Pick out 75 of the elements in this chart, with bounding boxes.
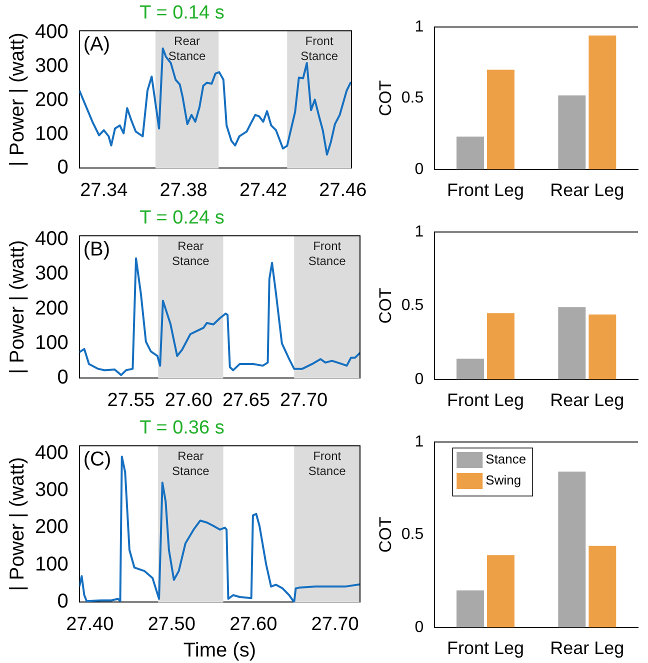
band-label: Rear Stance xyxy=(172,449,210,478)
x-tick-label: 27.70 xyxy=(280,390,328,411)
y-tick-label: 0.5 xyxy=(401,526,424,544)
bar xyxy=(558,472,586,628)
y-tick-label: 1 xyxy=(414,223,424,240)
y-tick-label: 300 xyxy=(34,479,68,501)
bar xyxy=(558,95,586,170)
x-tick-label: Front Leg xyxy=(446,390,524,410)
bar xyxy=(487,555,514,628)
x-tick-label: 27.50 xyxy=(148,614,196,635)
y-tick-label: 400 xyxy=(34,21,68,44)
y-tick-label: 400 xyxy=(34,442,68,464)
y-tick-label: 100 xyxy=(34,122,68,145)
y-tick-label: 1 xyxy=(414,18,424,36)
y-tick-label: 0.5 xyxy=(401,297,424,314)
x-tick-label: 27.70 xyxy=(311,614,359,635)
y-tick-label: 0 xyxy=(414,618,424,636)
y-axis-title: | Power | (watt) xyxy=(6,240,29,374)
y-tick-label: 100 xyxy=(34,332,68,354)
y-tick-label: 300 xyxy=(34,54,68,77)
chart-title: T = 0.36 s xyxy=(140,418,224,439)
y-tick-label: 0 xyxy=(57,590,68,613)
band-label: Rear Stance xyxy=(172,239,210,268)
band-label: Front Stance xyxy=(308,449,346,478)
annotation: (A) xyxy=(83,33,110,56)
annotation: (B) xyxy=(83,238,110,260)
y-tick-label: 400 xyxy=(34,228,68,250)
x-tick-label: Rear Leg xyxy=(550,180,624,200)
legend-label: Swing xyxy=(486,472,522,488)
x-tick-label: 27.38 xyxy=(160,180,208,201)
y-axis-title: COT xyxy=(376,80,395,116)
y-tick-label: 200 xyxy=(34,88,68,111)
y-tick-label: 0 xyxy=(57,366,68,389)
x-tick-label: 27.42 xyxy=(239,180,288,201)
y-tick-label: 1 xyxy=(414,433,424,450)
x-tick-label: Rear Leg xyxy=(550,638,624,658)
y-tick-label: 300 xyxy=(34,262,68,285)
y-axis-title: | Power | (watt) xyxy=(6,32,29,166)
band-label: Rear Stance xyxy=(168,34,206,64)
y-tick-label: 0 xyxy=(57,156,68,179)
x-tick-label: Front Leg xyxy=(446,638,524,658)
bar xyxy=(558,307,586,380)
y-tick-label: 0 xyxy=(414,160,424,178)
x-tick-label: 27.46 xyxy=(319,180,367,201)
band-label: Front Stance xyxy=(308,239,346,268)
y-tick-label: 100 xyxy=(34,553,68,576)
bar xyxy=(487,70,514,170)
x-tick-label: 27.60 xyxy=(230,614,278,635)
bar xyxy=(487,313,514,380)
y-axis-title: COT xyxy=(376,288,395,324)
legend-label: Stance xyxy=(486,452,526,467)
x-tick-label: 27.60 xyxy=(164,390,212,411)
bar xyxy=(456,358,484,380)
x-tick-label: 27.55 xyxy=(107,390,155,411)
y-tick-label: 200 xyxy=(34,297,68,320)
annotation: (C) xyxy=(83,448,112,470)
x-tick-label: Front Leg xyxy=(446,180,524,200)
bar xyxy=(456,136,484,170)
bar xyxy=(588,546,616,628)
bar xyxy=(456,590,484,628)
chart-title: T = 0.24 s xyxy=(140,208,224,229)
y-axis-title: | Power | (watt) xyxy=(6,457,29,591)
y-tick-label: 200 xyxy=(34,516,68,538)
x-tick-label: 27.34 xyxy=(80,180,128,201)
x-tick-label: 27.65 xyxy=(222,390,270,411)
bar xyxy=(588,314,616,380)
band-label: Front Stance xyxy=(300,34,338,64)
y-tick-label: 0.5 xyxy=(401,90,424,107)
x-tick-label: 27.40 xyxy=(66,614,114,635)
x-axis-title: Time (s) xyxy=(183,640,256,662)
y-axis-title: COT xyxy=(376,516,395,553)
y-tick-label: 0 xyxy=(414,370,424,388)
x-tick-label: Rear Leg xyxy=(550,390,624,410)
chart-title: T = 0.14 s xyxy=(140,2,224,24)
bar xyxy=(588,36,616,170)
